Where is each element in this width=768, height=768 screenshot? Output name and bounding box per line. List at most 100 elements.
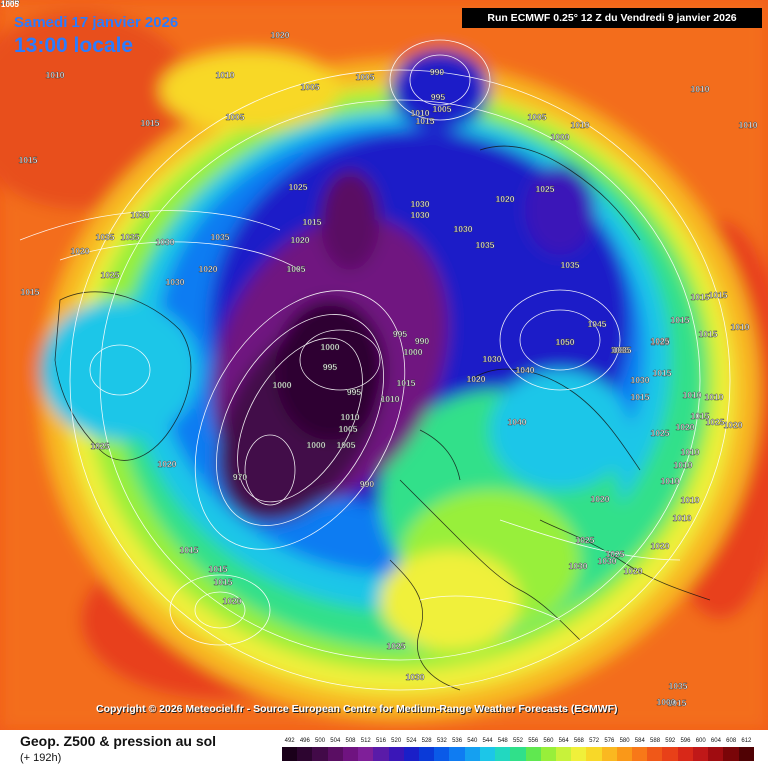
scale-tick-label: 604	[710, 738, 721, 744]
scale-swatch	[708, 747, 724, 761]
isobar-value-label: 1035	[613, 345, 632, 355]
z500-pressure-map: 1005101010201010100510051015100599099510…	[0, 0, 768, 730]
isobar-value-label: 1010	[673, 513, 692, 523]
isobar-value-label: 1030	[598, 556, 617, 566]
isobar-value-label: 1040	[508, 417, 527, 427]
isobar-value-label: 1000	[307, 440, 326, 450]
scale-tick-label: 596	[680, 738, 691, 744]
isobar-value-label: 990	[360, 479, 374, 489]
isobar-value-label: 1010	[216, 70, 235, 80]
scale-tick-label: 588	[650, 738, 661, 744]
isobar-value-label: 1015	[397, 378, 416, 388]
scale-tick-label: 560	[543, 738, 554, 744]
isobar-value-label: 1040	[516, 365, 535, 375]
isobar-value-label: 1030	[569, 561, 588, 571]
scale-swatch	[525, 747, 541, 761]
scale-swatch	[327, 747, 343, 761]
forecast-local-time: 13:00 locale	[14, 34, 134, 57]
chart-title: Geop. Z500 & pression au sol	[20, 733, 217, 749]
isobar-value-label: 1035	[476, 240, 495, 250]
isobar-value-label: 1015	[416, 116, 435, 126]
isobar-value-label: 1030	[131, 210, 150, 220]
isobar-value-label: 1020	[591, 494, 610, 504]
isobar-value-label: 1030	[411, 210, 430, 220]
scale-tick-label: 532	[436, 738, 447, 744]
isobar-value-label: 1005	[528, 112, 547, 122]
isobar-value-label: 1010	[691, 84, 710, 94]
scale-swatch	[540, 747, 556, 761]
isobar-value-label: 1020	[271, 30, 290, 40]
scale-tick-label: 536	[452, 738, 463, 744]
scale-swatch	[601, 747, 617, 761]
isobar-value-label: 1020	[223, 596, 242, 606]
isobar-value-label: 1010	[661, 476, 680, 486]
isobar-value-label: 970	[233, 472, 247, 482]
scale-tick-label: 552	[512, 738, 524, 744]
isobar-value-label: 1020	[676, 422, 695, 432]
scale-tick-label: 612	[741, 738, 752, 744]
isobar-value-label: 1025	[387, 641, 406, 651]
isobar-value-label: 1025	[651, 428, 670, 438]
forecast-lead: (+ 192h)	[20, 752, 62, 764]
isobar-value-label: 1025	[536, 184, 555, 194]
scale-swatch	[342, 747, 359, 761]
isobar-value-label: 1035	[611, 345, 630, 355]
scale-swatch	[434, 747, 450, 761]
isobar-value-label: 1015	[209, 564, 228, 574]
isobar-value-label: 1045	[588, 319, 607, 329]
scale-swatch	[479, 747, 496, 761]
isobar-value-label: 1015	[699, 329, 718, 339]
isobar-value-label: 1025	[651, 336, 670, 346]
isobar-value-label: 1010	[683, 390, 702, 400]
isobar-value-label: 1005	[1, 0, 20, 6]
isobar-value-label: 1015	[21, 287, 40, 297]
isobar-value-label: 1010	[705, 392, 724, 402]
isobar-value-label: 1050	[556, 337, 575, 347]
scale-swatch	[418, 747, 435, 761]
scale-tick-label: 548	[497, 738, 508, 744]
isobar-value-label: 1015	[631, 392, 650, 402]
isobar-value-label: 1010	[674, 460, 693, 470]
scale-tick-label: 580	[619, 738, 630, 744]
color-scale-labels: 492 496 500 504 508 512 516 520 524 528 532 536 540 5…	[282, 738, 754, 746]
isobar-value-label: 1000	[404, 347, 423, 357]
isobar-value-label: 1005	[226, 112, 245, 122]
scale-tick-label: 520	[391, 738, 402, 744]
isobar-value-label: 1010	[731, 322, 750, 332]
scale-tick-label: 608	[726, 738, 737, 744]
isobar-value-label: 1020	[724, 420, 743, 430]
scale-tick-label: 584	[634, 738, 645, 744]
scale-tick-label: 600	[695, 738, 706, 744]
scale-swatch	[297, 747, 313, 761]
model-run-banner: Run ECMWF 0.25° 12 Z du Vendredi 9 janvi…	[462, 8, 762, 28]
scale-tick-label: 592	[665, 738, 676, 744]
isobar-value-label: 1010	[381, 394, 400, 404]
scale-swatch	[586, 747, 602, 761]
isobar-value-label: 1015	[214, 577, 233, 587]
scale-swatch	[358, 747, 374, 761]
isobar-value-label: 1035	[211, 232, 230, 242]
isobars	[19, 39, 731, 691]
isobar-value-label: 1035	[121, 232, 140, 242]
isobar-value-label: 1015	[303, 217, 322, 227]
isobar-value-label: 1025	[651, 337, 670, 347]
isobar-value-label: 1005	[339, 424, 358, 434]
corner-contour-label: 1005	[1, 0, 19, 9]
isobar-value-label: 1010	[681, 495, 700, 505]
isobar-value-label: 1010	[46, 70, 65, 80]
isobar-value-label: 1035	[669, 681, 688, 691]
scale-swatch	[449, 747, 465, 761]
scale-tick-label: 508	[345, 738, 356, 744]
isobar-value-label: 1015	[653, 368, 672, 378]
isobar-value-label: 1015	[709, 290, 728, 300]
isobar-value-label: 1020	[199, 264, 218, 274]
isobar-value-label: 1015	[691, 411, 710, 421]
isobar-value-label: 1030	[411, 199, 430, 209]
isobar-value-label: 1015	[19, 155, 38, 165]
scale-swatch	[464, 747, 480, 761]
isobar-value-label: 1020	[467, 374, 486, 384]
isobar-value-label: 1025	[706, 417, 725, 427]
scale-swatch	[616, 747, 633, 761]
copyright-notice: Copyright © 2026 Meteociel.fr - Source E…	[96, 703, 618, 715]
scale-swatch	[723, 747, 739, 761]
